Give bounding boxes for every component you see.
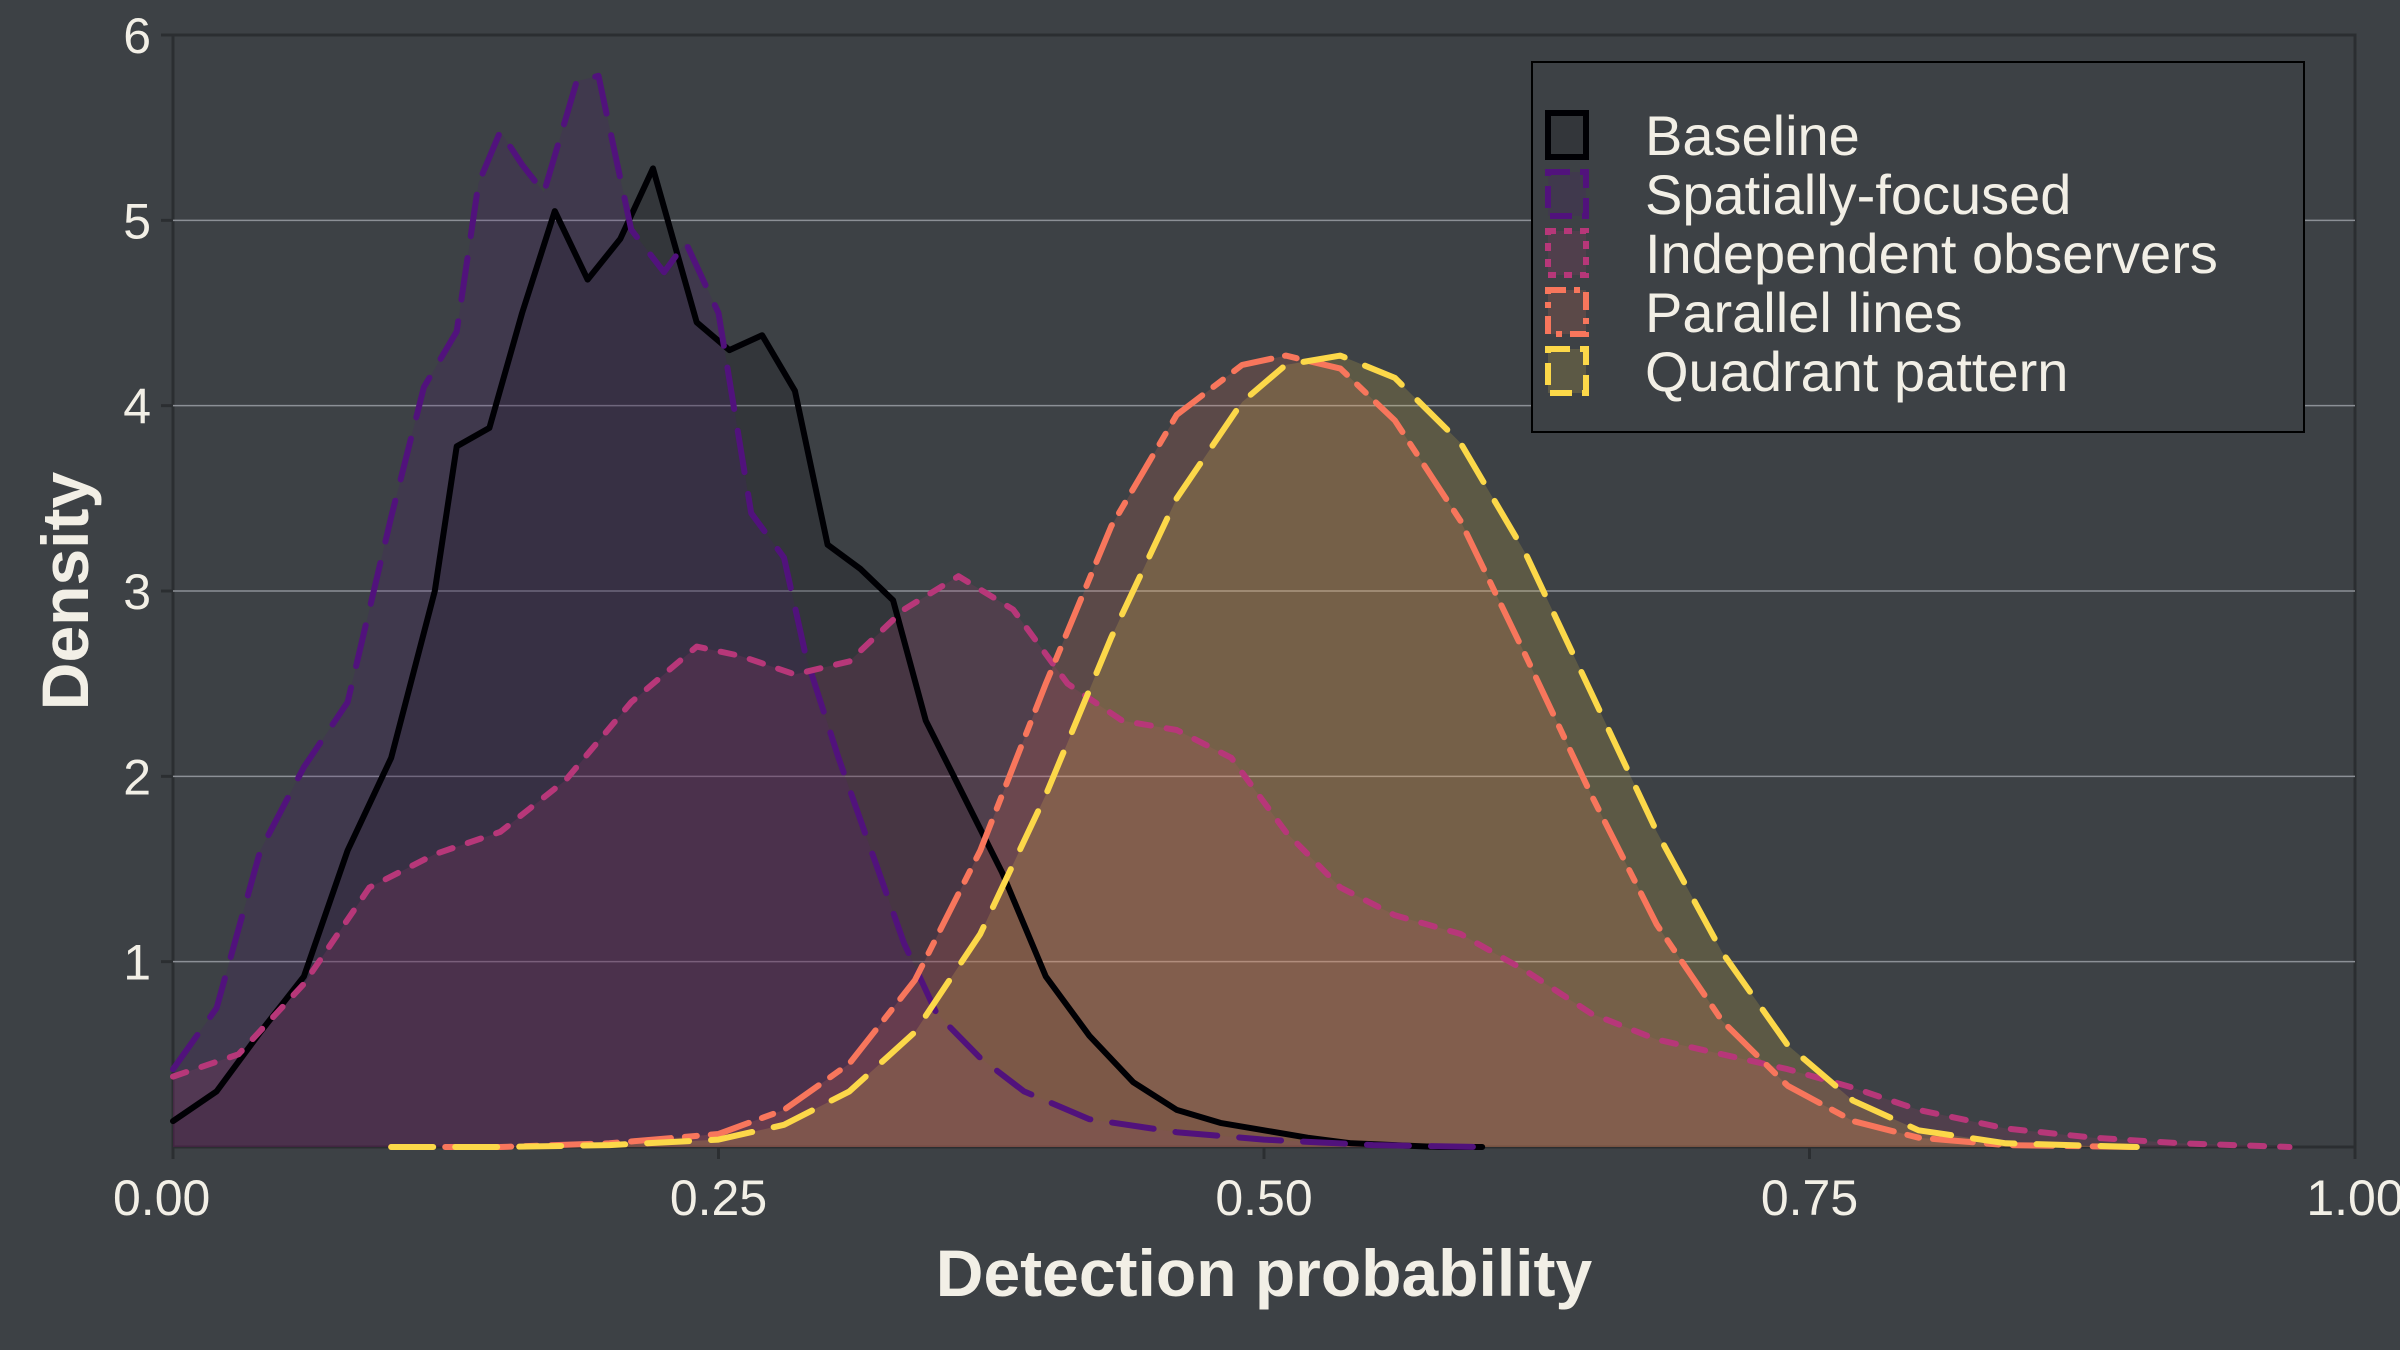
legend-label: Baseline [1645,104,1860,167]
series-area-2 [173,576,2290,1147]
series-line-1 [170,72,1486,1150]
series-area-0 [173,168,1483,1147]
legend-key [1545,228,1589,278]
series-area-1 [173,75,1483,1147]
legend-box [1531,61,2305,433]
legend-label: Quadrant pattern [1645,340,2068,403]
x-axis-title: Detection probability [936,1236,1593,1310]
y-tick-label: 3 [123,564,151,620]
x-tick-label: 1.00 [2306,1170,2400,1226]
legend-key [1545,110,1589,160]
legend-label: Spatially-focused [1645,163,2071,226]
y-axis-title: Density [28,472,102,711]
y-tick-label: 2 [123,749,151,805]
x-tick-label: 0.75 [1761,1170,1858,1226]
series-line-2 [170,573,2293,1150]
series-area-3 [391,355,2137,1148]
x-tick-label: 0.50 [1215,1170,1312,1226]
y-tick-label: 1 [123,935,151,991]
legend-label: Parallel lines [1645,281,1963,344]
y-axis-ticks: 1 2 3 4 5 6 [123,8,173,991]
series-layer [170,72,2293,1150]
legend-key [1545,287,1589,337]
y-tick-label: 4 [123,379,151,435]
series-line-0 [170,165,1486,1150]
x-tick-label: 0.25 [670,1170,767,1226]
y-tick-label: 5 [123,193,151,249]
x-axis-ticks: 0.00 0.25 0.50 0.75 1.00 [113,1147,2400,1226]
series-line-4 [388,352,2140,1150]
x-tick-label: 0.00 [113,1170,210,1226]
legend-key [1545,346,1589,396]
series-line-3 [388,352,2140,1150]
series-area-4 [391,355,2137,1148]
legend-label: Independent observers [1645,222,2218,285]
y-tick-label: 6 [123,8,151,64]
legend-key [1545,169,1589,219]
